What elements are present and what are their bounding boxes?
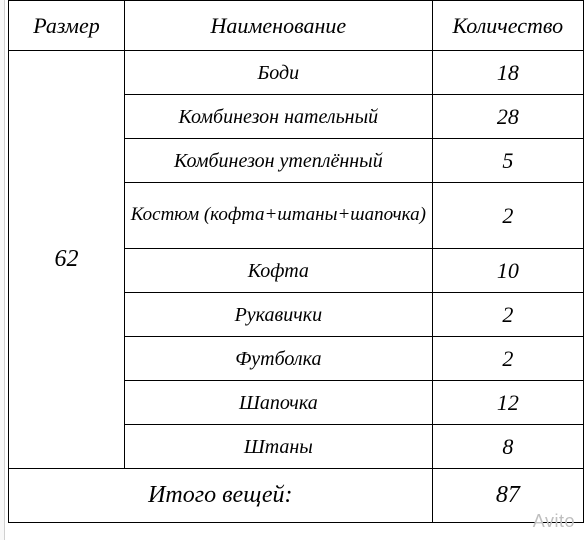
name-cell: Футболка	[125, 337, 433, 381]
name-cell: Костюм (кофта+штаны+шапочка)	[125, 183, 433, 249]
qty-cell: 28	[432, 95, 583, 139]
name-cell: Рукавички	[125, 293, 433, 337]
name-cell: Боди	[125, 51, 433, 95]
qty-cell: 2	[432, 293, 583, 337]
col-header-qty: Количество	[432, 1, 583, 51]
qty-cell: 12	[432, 381, 583, 425]
watermark-text: Avito	[533, 511, 575, 532]
spreadsheet-gridline-edge	[0, 0, 5, 540]
qty-cell: 18	[432, 51, 583, 95]
qty-cell: 10	[432, 249, 583, 293]
name-cell: Штаны	[125, 425, 433, 469]
name-cell: Комбинезон нательный	[125, 95, 433, 139]
name-cell: Шапочка	[125, 381, 433, 425]
col-header-size: Размер	[9, 1, 125, 51]
table-row: 62 Боди 18	[9, 51, 584, 95]
size-cell: 62	[9, 51, 125, 469]
table-total-row: Итого вещей: 87	[9, 469, 584, 523]
qty-cell: 2	[432, 183, 583, 249]
qty-cell: 5	[432, 139, 583, 183]
col-header-name: Наименование	[125, 1, 433, 51]
table-body: 62 Боди 18 Комбинезон нательный 28 Комби…	[9, 51, 584, 523]
name-cell: Комбинезон утеплённый	[125, 139, 433, 183]
qty-cell: 2	[432, 337, 583, 381]
inventory-table-wrapper: Размер Наименование Количество 62 Боди 1…	[8, 0, 584, 523]
name-cell: Кофта	[125, 249, 433, 293]
inventory-table: Размер Наименование Количество 62 Боди 1…	[8, 0, 584, 523]
total-label: Итого вещей:	[9, 469, 433, 523]
qty-cell: 8	[432, 425, 583, 469]
table-header-row: Размер Наименование Количество	[9, 1, 584, 51]
